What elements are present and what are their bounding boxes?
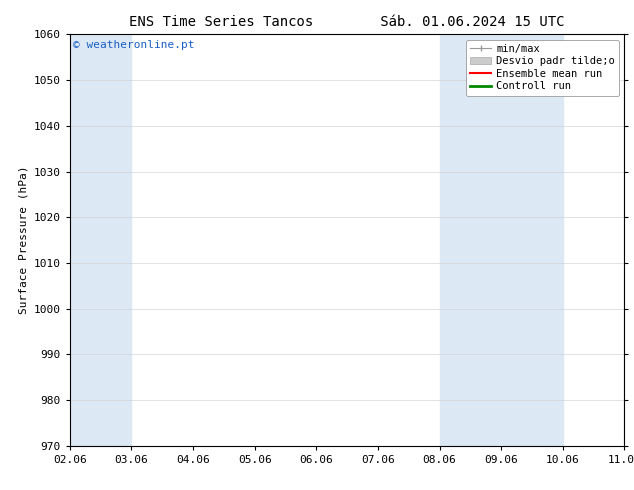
Title: ENS Time Series Tancos        Sáb. 01.06.2024 15 UTC: ENS Time Series Tancos Sáb. 01.06.2024 1… (129, 15, 565, 29)
Text: © weatheronline.pt: © weatheronline.pt (72, 41, 194, 50)
Bar (70, 34, 131, 446)
Bar (624, 34, 634, 446)
Y-axis label: Surface Pressure (hPa): Surface Pressure (hPa) (18, 166, 28, 315)
Bar (439, 34, 563, 446)
Legend: min/max, Desvio padr tilde;o, Ensemble mean run, Controll run: min/max, Desvio padr tilde;o, Ensemble m… (466, 40, 619, 96)
